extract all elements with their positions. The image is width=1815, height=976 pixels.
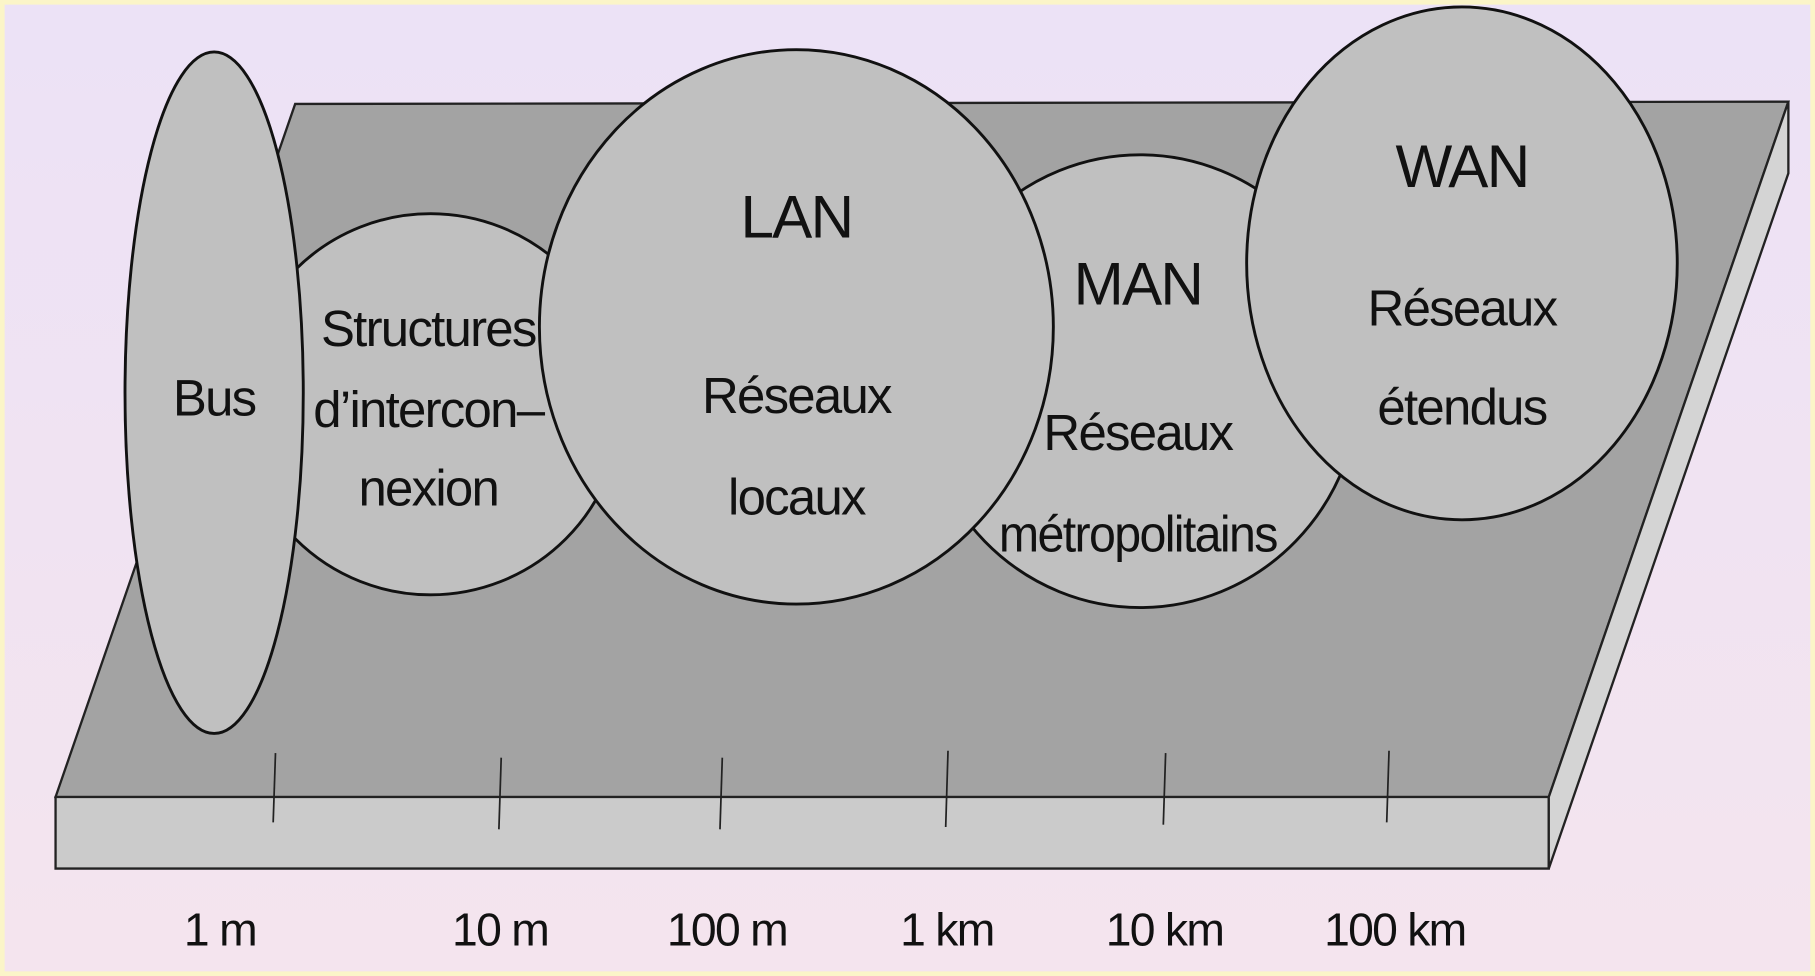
node-title: LAN [740, 184, 852, 251]
tick [719, 757, 724, 830]
node-line: Réseaux [1043, 404, 1233, 461]
scale-label: 10 km [1106, 904, 1223, 956]
scale-label: 100 m [667, 904, 787, 956]
scale-ticks [272, 750, 1390, 830]
wan-circle [1245, 5, 1679, 522]
node-line: nexion [358, 460, 498, 517]
platform-side [1547, 101, 1790, 869]
tick [272, 753, 277, 823]
platform-front [54, 795, 1550, 870]
tick [1162, 753, 1167, 825]
node-title: WAN [1395, 133, 1528, 200]
node-title: MAN [1074, 251, 1203, 318]
scale-label: 100 km [1324, 904, 1465, 956]
tick [944, 750, 949, 828]
tick [1385, 750, 1390, 823]
tick [498, 757, 503, 830]
node-line: étendus [1377, 379, 1546, 436]
node-line: Réseaux [702, 367, 892, 424]
node-line: locaux [728, 469, 866, 526]
scale-label: 1 km [900, 904, 993, 956]
node-line: d’intercon– [313, 381, 545, 438]
scale-label: 1 m [184, 904, 256, 956]
scale-label: 10 m [452, 904, 548, 956]
node-line: Réseaux [1368, 279, 1558, 336]
node-label: Bus [173, 369, 256, 426]
node-line: métropolitains [999, 506, 1277, 563]
lan-circle [537, 48, 1055, 606]
node-line: Structures [321, 300, 536, 357]
bus-ellipse [123, 50, 305, 735]
